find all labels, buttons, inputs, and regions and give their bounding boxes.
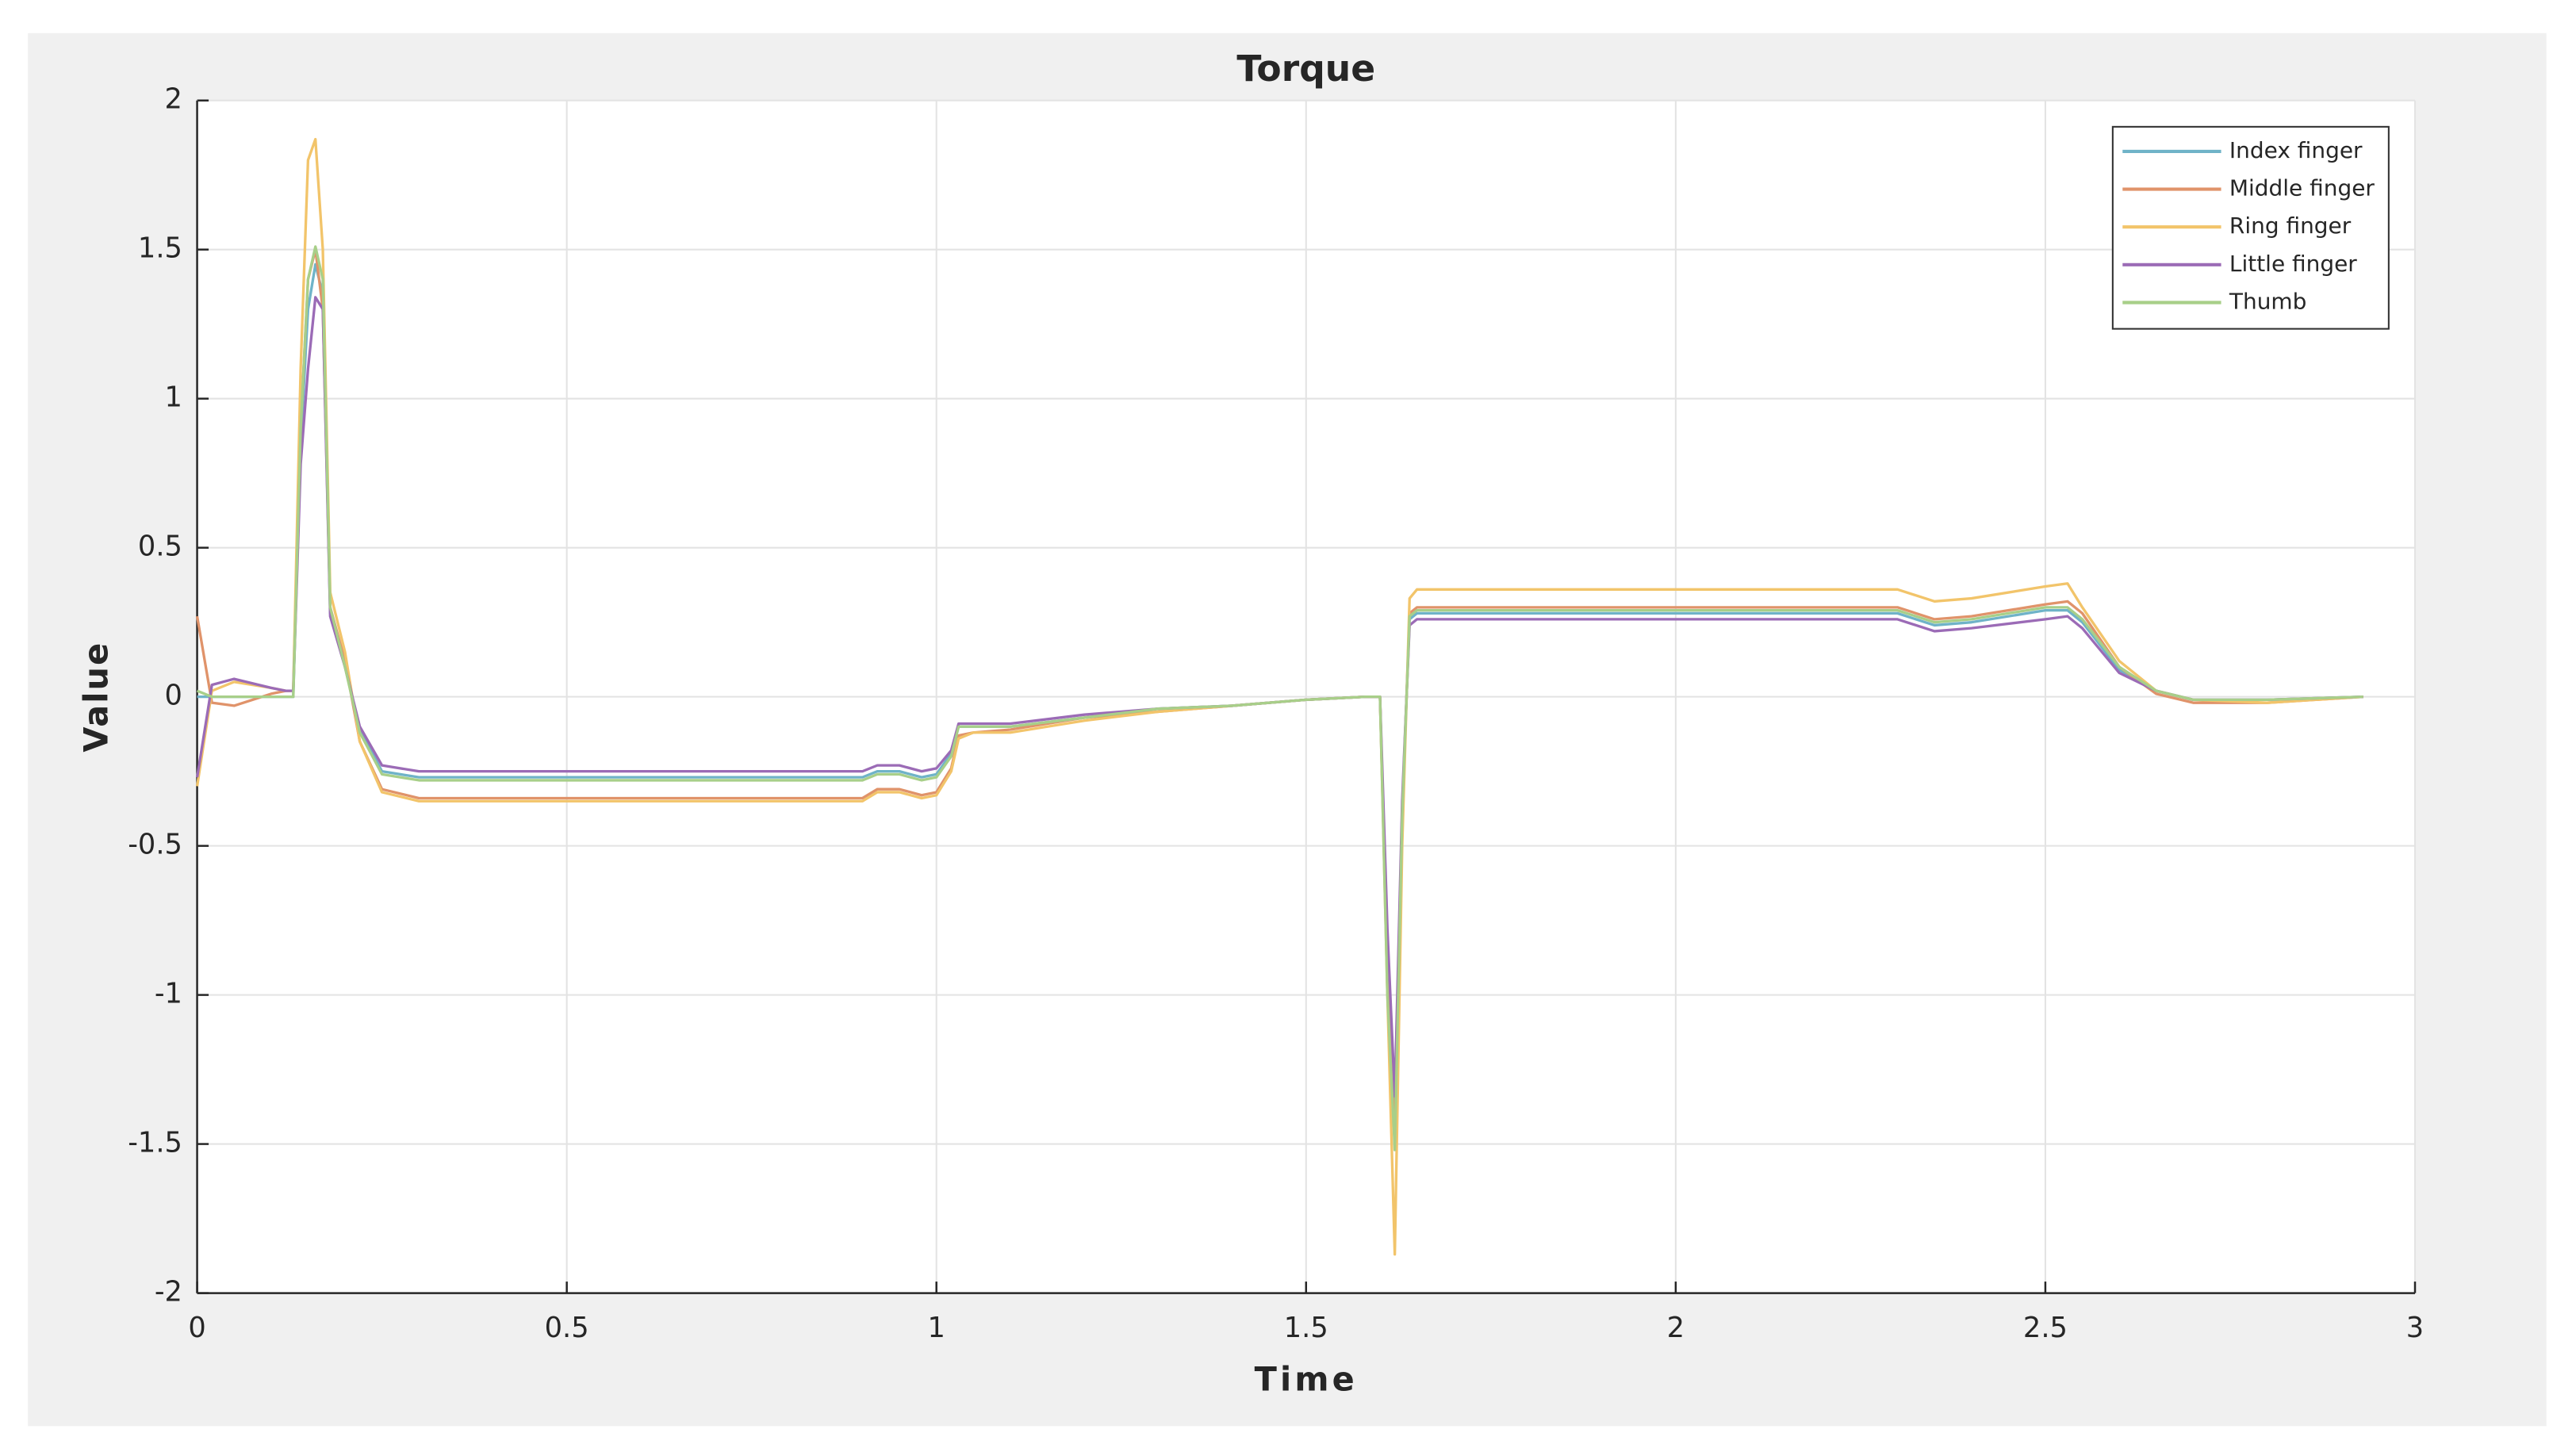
x-tick-label: 3 [2406, 1312, 2424, 1344]
y-tick-label: 1.5 [138, 232, 182, 265]
y-tick-label: -1.5 [128, 1127, 182, 1159]
series-line [195, 248, 2363, 1146]
legend-label: Index finger [2229, 137, 2363, 163]
x-tick-label: 0.5 [545, 1312, 589, 1344]
y-tick-label: 0 [165, 680, 182, 712]
y-tick-label: 1 [165, 381, 182, 414]
y-tick-label: 0.5 [138, 531, 182, 563]
x-tick-label: 0 [188, 1312, 205, 1344]
x-tick-label: 2 [1667, 1312, 1685, 1344]
y-tick-label: 2 [165, 83, 182, 116]
legend-label: Little finger [2229, 251, 2357, 277]
chart-title: Torque [1236, 48, 1375, 90]
legend-label: Thumb [2229, 289, 2306, 315]
x-tick-label: 1 [928, 1312, 945, 1344]
x-axis-label: Time [1255, 1360, 1358, 1398]
legend: Index finger Middle finger Ring finger Litt… [2111, 125, 2390, 330]
series-line [195, 296, 2363, 1098]
x-tick-label: 1.5 [1284, 1312, 1328, 1344]
series-line [196, 245, 2363, 1151]
legend-label: Ring finger [2229, 213, 2352, 239]
x-tick-label: 2.5 [2023, 1312, 2068, 1344]
legend-label: Middle finger [2229, 175, 2375, 201]
y-tick-label: -1 [155, 978, 182, 1010]
y-tick-label: -0.5 [128, 829, 182, 861]
y-axis-label: Value [77, 642, 115, 753]
series-line [195, 137, 2363, 1256]
y-tick-label: -2 [155, 1276, 182, 1308]
